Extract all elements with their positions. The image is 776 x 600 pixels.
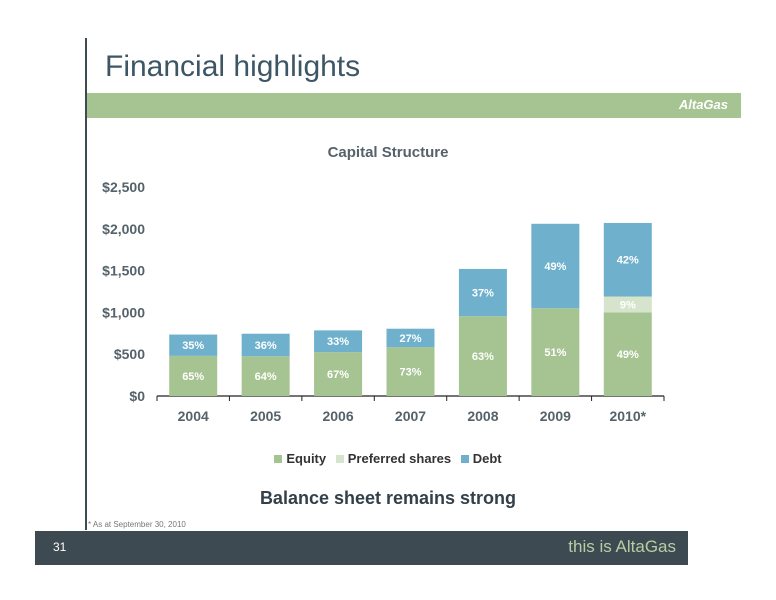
bar-equity (241, 356, 290, 396)
footer-brand: this is AltaGas (568, 537, 676, 556)
bar-equity (603, 312, 652, 396)
data-label-equity: 63% (472, 351, 494, 363)
bar-debt (386, 328, 435, 348)
altagas-logo: AltaGas (678, 97, 728, 112)
y-tick-label: $500 (114, 346, 145, 362)
data-label-debt: 35% (182, 340, 204, 352)
y-tick-label: $1,000 (102, 304, 145, 320)
chart-legend: Equity Preferred shares Debt (0, 451, 776, 466)
slide-title: Financial highlights (105, 50, 361, 83)
data-label-equity: 49% (617, 349, 639, 361)
data-label-debt: 42% (617, 255, 639, 267)
bar-equity (458, 316, 507, 396)
data-label-debt: 49% (544, 261, 566, 273)
x-tick-label: 2007 (395, 408, 426, 424)
legend-label-equity: Equity (286, 451, 327, 466)
legend-swatch-equity (274, 455, 283, 463)
bar-debt (458, 268, 507, 317)
data-label-debt: 27% (399, 333, 421, 345)
page-number: 31 (53, 540, 67, 554)
footnote: * As at September 30, 2010 (88, 520, 186, 529)
data-label-equity: 65% (182, 371, 204, 383)
x-tick-label: 2009 (540, 408, 571, 424)
footer-bar: 31 this is AltaGas (35, 531, 688, 565)
x-tick-label: 2006 (322, 408, 353, 424)
legend-item-preferred: Preferred shares (335, 451, 452, 466)
bar-debt (603, 222, 652, 297)
header-band (87, 93, 741, 118)
bar-debt (169, 334, 218, 356)
x-tick-label: 2004 (178, 408, 209, 424)
data-label-debt: 33% (327, 336, 349, 348)
bar-equity (531, 308, 580, 396)
x-tick-label: 2008 (467, 408, 498, 424)
bar-debt (314, 330, 363, 353)
x-tick-label: 2005 (250, 408, 281, 424)
data-label-equity: 73% (399, 367, 421, 379)
y-tick-label: $0 (129, 388, 145, 404)
x-tick-label: 2010* (609, 408, 646, 424)
bar-equity (386, 347, 435, 396)
legend-label-preferred: Preferred shares (347, 451, 452, 466)
data-label-equity: 51% (544, 347, 566, 359)
slide-divider-line (85, 38, 87, 530)
data-label-equity: 64% (255, 371, 277, 383)
legend-item-equity: Equity (274, 451, 326, 466)
data-label-debt: 37% (472, 288, 494, 300)
bar-debt (531, 223, 580, 309)
legend-item-debt: Debt (460, 451, 502, 466)
y-tick-label: $1,500 (102, 263, 145, 279)
y-tick-label: $2,000 (102, 221, 145, 237)
data-label-equity: 67% (327, 369, 349, 381)
legend-label-debt: Debt (472, 451, 502, 466)
bar-debt (241, 333, 290, 357)
data-label-debt: 36% (255, 340, 277, 352)
legend-swatch-debt (460, 455, 469, 463)
legend-swatch-preferred (335, 455, 344, 463)
bar-equity (169, 355, 218, 396)
bar-preferred (603, 296, 652, 313)
y-tick-label: $2,500 (102, 179, 145, 195)
chart-title: Capital Structure (327, 144, 449, 161)
data-label-preferred: 9% (620, 299, 636, 311)
bar-equity (314, 352, 363, 396)
tagline: Balance sheet remains strong (259, 488, 517, 508)
